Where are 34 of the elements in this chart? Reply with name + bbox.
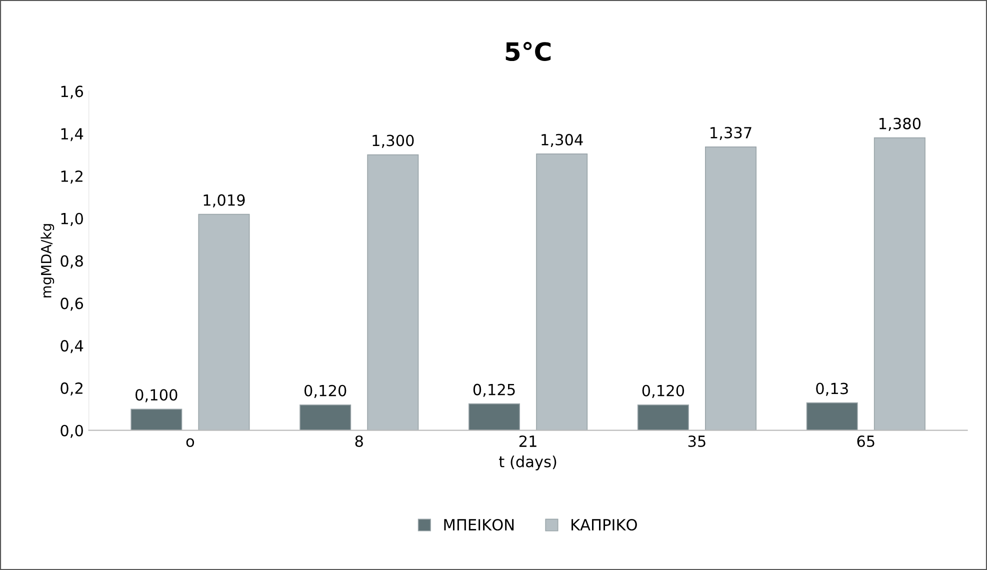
bar (130, 408, 182, 430)
y-tick-label: 0,6 (60, 298, 84, 311)
y-tick-label: 1,6 (61, 86, 84, 99)
bar (468, 403, 520, 430)
data-label: 1,304 (542, 134, 583, 147)
data-label: 1,019 (204, 194, 245, 208)
x-tick-label: 65 (857, 435, 874, 448)
y-tick-label: 0,2 (60, 382, 82, 396)
data-label: 0,13 (816, 382, 848, 396)
legend-label: ΜΠΕΙΚΟΝ (444, 518, 514, 531)
data-label: 1,380 (880, 118, 921, 131)
y-tick-label: 0,0 (60, 424, 83, 438)
bar (300, 404, 352, 430)
y-tick-label: 1,2 (61, 170, 82, 184)
y-tick-label: 1,4 (61, 128, 84, 142)
data-label: 0,120 (304, 384, 346, 398)
x-axis-title: t (days) (499, 456, 556, 470)
data-label: 0,120 (642, 384, 684, 398)
bar (637, 404, 689, 430)
x-tick-label: 8 (355, 435, 363, 448)
x-tick-label: o (186, 438, 194, 448)
data-label: 0,100 (136, 389, 178, 402)
legend-label: ΚΑΠΡΙΚΟ (572, 518, 637, 531)
y-axis-title: mgMDA/kg (40, 224, 54, 298)
chart-title: 5°C (506, 42, 551, 61)
y-tick-label: 1,0 (61, 212, 83, 226)
data-label: 0,125 (473, 384, 515, 397)
bar (806, 402, 858, 430)
data-label: 1,300 (372, 134, 414, 148)
x-tick-label: 35 (688, 435, 706, 448)
x-tick-label: 21 (519, 435, 536, 447)
data-label: 1,337 (710, 126, 752, 140)
y-tick-label: 0,8 (60, 255, 83, 268)
y-tick-label: 0,4 (60, 340, 84, 354)
